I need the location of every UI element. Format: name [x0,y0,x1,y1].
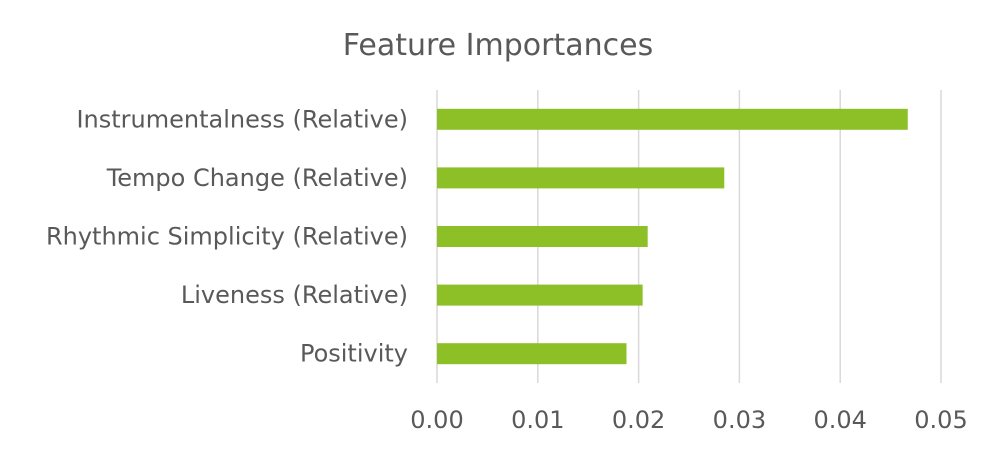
x-tick-label: 0.04 [813,406,866,434]
chart-title: Feature Importances [343,28,653,63]
category-label: Liveness (Relative) [181,281,408,309]
x-tick-label: 0.03 [713,406,766,434]
x-tick-label: 0.02 [612,406,665,434]
bar [437,108,908,130]
bar [437,226,648,247]
bars [437,108,908,365]
category-label: Tempo Change (Relative) [106,164,408,192]
x-tick-label: 0.05 [914,406,967,434]
category-labels: Instrumentalness (Relative) Tempo Change … [46,105,408,367]
bar [437,343,627,365]
x-tick-label: 0.01 [511,406,564,434]
x-tick-label: 0.00 [410,406,463,434]
bar [437,167,725,189]
category-label: Instrumentalness (Relative) [76,105,408,133]
x-tick-labels: 0.00 0.01 0.02 0.03 0.04 0.05 [410,406,967,434]
bar [437,284,643,306]
category-label: Rhythmic Simplicity (Relative) [46,223,408,251]
category-label: Positivity [300,340,408,368]
